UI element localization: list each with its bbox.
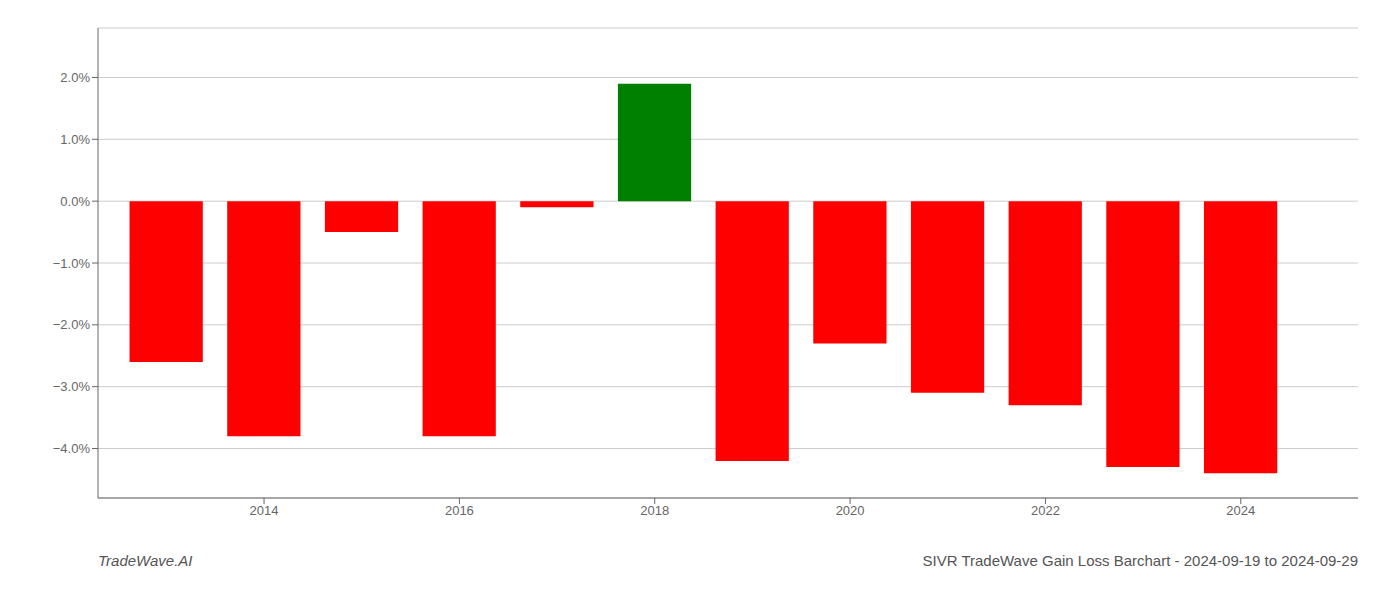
svg-text:2016: 2016	[445, 503, 474, 518]
svg-text:−1.0%: −1.0%	[53, 256, 91, 271]
svg-text:−2.0%: −2.0%	[53, 317, 91, 332]
html-text:TradeWave.AI: TradeWave.AI	[98, 552, 193, 569]
svg-text:2024: 2024	[1226, 503, 1255, 518]
svg-text:2020: 2020	[836, 503, 865, 518]
svg-text:2022: 2022	[1031, 503, 1060, 518]
svg-text:−4.0%: −4.0%	[53, 441, 91, 456]
svg-text:2.0%: 2.0%	[60, 70, 90, 85]
svg-text:0.0%: 0.0%	[60, 194, 90, 209]
html-text:SIVR TradeWave Gain Loss Barch: SIVR TradeWave Gain Loss Barchart - 2024…	[922, 552, 1358, 569]
svg-text:2018: 2018	[640, 503, 669, 518]
svg-text:2014: 2014	[250, 503, 279, 518]
svg-text:−3.0%: −3.0%	[53, 379, 91, 394]
svg-text:1.0%: 1.0%	[60, 132, 90, 147]
